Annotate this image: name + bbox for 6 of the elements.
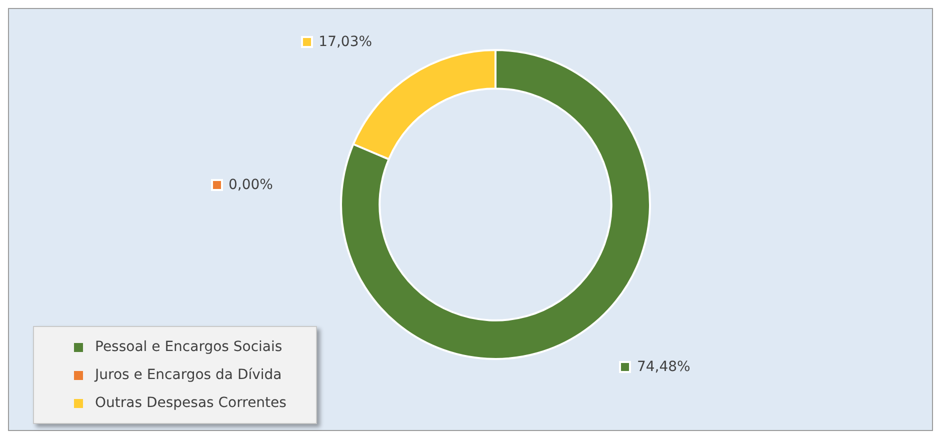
legend-label: Juros e Encargos da Dívida [95, 367, 282, 383]
text: 0,00% [228, 176, 273, 193]
data-label: 74,48% [636, 358, 690, 375]
legend-label: Pessoal e Encargos Sociais [95, 339, 282, 355]
legend-label: Outras Despesas Correntes [95, 395, 286, 411]
data-label: 17,03% [318, 34, 372, 50]
